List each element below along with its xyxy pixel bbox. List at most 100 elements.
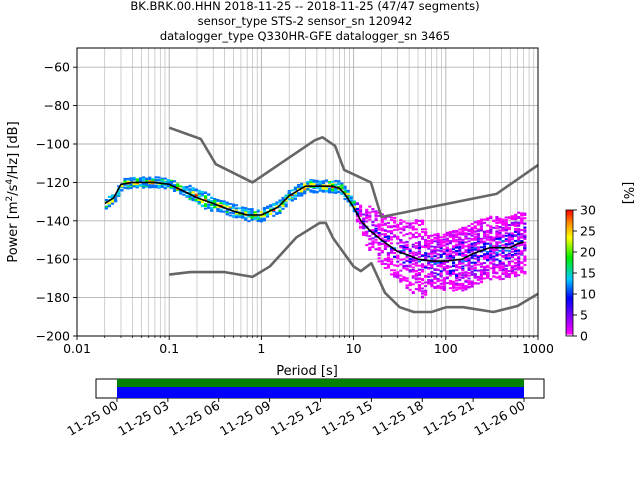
density-cell bbox=[148, 184, 152, 187]
density-cell bbox=[300, 183, 304, 185]
density-cell bbox=[479, 218, 483, 221]
density-cell bbox=[142, 177, 146, 180]
x-axis-label: Period [s] bbox=[276, 364, 338, 379]
density-cell bbox=[235, 212, 239, 215]
density-cell bbox=[492, 249, 496, 252]
density-cell bbox=[421, 295, 425, 298]
density-cell bbox=[517, 233, 521, 236]
density-cell bbox=[346, 193, 350, 196]
density-cell bbox=[467, 267, 471, 270]
density-cell bbox=[486, 229, 490, 232]
density-cell bbox=[442, 248, 446, 251]
density-cell bbox=[517, 274, 521, 277]
density-cell bbox=[393, 221, 397, 224]
density-cell bbox=[430, 265, 434, 268]
density-cell bbox=[452, 229, 456, 232]
density-cell bbox=[507, 257, 511, 260]
density-cell bbox=[148, 186, 152, 189]
density-cell bbox=[458, 267, 462, 269]
density-cell bbox=[380, 227, 384, 230]
density-cell bbox=[393, 219, 397, 222]
density-cell bbox=[495, 219, 499, 222]
density-cell bbox=[458, 282, 462, 285]
density-cell bbox=[430, 249, 434, 252]
density-cell bbox=[520, 253, 524, 255]
density-cell bbox=[393, 252, 397, 254]
density-cell bbox=[467, 246, 471, 249]
density-cell bbox=[365, 217, 369, 220]
density-cell bbox=[123, 177, 127, 180]
density-cell bbox=[504, 264, 508, 267]
density-cell bbox=[228, 211, 232, 214]
density-cell bbox=[479, 246, 483, 249]
density-cell bbox=[151, 184, 155, 187]
density-cell bbox=[483, 231, 487, 234]
density-cell bbox=[169, 185, 173, 188]
density-cell bbox=[445, 253, 449, 256]
density-cell bbox=[138, 184, 142, 187]
density-cell bbox=[507, 238, 511, 241]
density-cell bbox=[349, 195, 353, 198]
density-cell bbox=[467, 260, 471, 263]
density-cell bbox=[424, 228, 428, 231]
density-cell bbox=[399, 269, 403, 272]
density-cell bbox=[489, 278, 493, 281]
x-tick-label: 1 bbox=[257, 341, 265, 356]
density-cell bbox=[520, 236, 524, 239]
density-cell bbox=[408, 252, 412, 255]
y-tick-label: −120 bbox=[36, 175, 70, 190]
density-cell bbox=[135, 183, 139, 186]
density-cell bbox=[424, 285, 428, 288]
density-cell bbox=[222, 210, 226, 213]
density-cell bbox=[414, 274, 418, 277]
density-cell bbox=[445, 256, 449, 259]
density-cell bbox=[517, 255, 521, 258]
density-cell bbox=[492, 255, 496, 258]
density-cell bbox=[445, 265, 449, 267]
density-cell bbox=[448, 272, 452, 275]
density-cell bbox=[514, 254, 518, 256]
density-cell bbox=[414, 220, 418, 223]
density-cell bbox=[225, 205, 229, 208]
density-cell bbox=[455, 282, 459, 285]
density-cell bbox=[436, 273, 440, 276]
density-cell bbox=[334, 187, 338, 190]
density-cell bbox=[151, 179, 155, 182]
density-cell bbox=[256, 217, 260, 220]
density-cell bbox=[204, 207, 208, 210]
density-cell bbox=[483, 249, 487, 252]
density-cell bbox=[142, 186, 146, 189]
density-cell bbox=[424, 291, 428, 294]
density-cell bbox=[380, 218, 384, 221]
density-cell bbox=[520, 217, 524, 220]
density-cell bbox=[517, 243, 521, 246]
density-cell bbox=[520, 267, 524, 270]
density-cell bbox=[396, 226, 400, 229]
density-cell bbox=[436, 284, 440, 287]
density-cell bbox=[504, 227, 508, 230]
density-cell bbox=[284, 205, 288, 208]
density-cell bbox=[123, 180, 127, 183]
density-cell bbox=[371, 220, 375, 223]
density-cell bbox=[191, 191, 195, 194]
density-cell bbox=[470, 282, 474, 285]
density-cell bbox=[396, 235, 400, 238]
density-cell bbox=[458, 262, 462, 265]
density-cell bbox=[411, 291, 415, 293]
density-cell bbox=[489, 244, 493, 247]
density-cell bbox=[129, 187, 133, 190]
density-cell bbox=[470, 229, 474, 232]
density-cell bbox=[495, 237, 499, 240]
density-cell bbox=[483, 245, 487, 248]
density-cell bbox=[495, 248, 499, 251]
density-cell bbox=[470, 256, 474, 259]
density-cell bbox=[132, 176, 136, 179]
density-cell bbox=[191, 187, 195, 190]
density-cell bbox=[430, 284, 434, 287]
density-cell bbox=[483, 272, 487, 275]
density-cell bbox=[455, 253, 459, 256]
density-cell bbox=[120, 189, 124, 192]
density-cell bbox=[272, 210, 276, 213]
density-cell bbox=[259, 215, 263, 218]
density-cell bbox=[362, 220, 366, 223]
